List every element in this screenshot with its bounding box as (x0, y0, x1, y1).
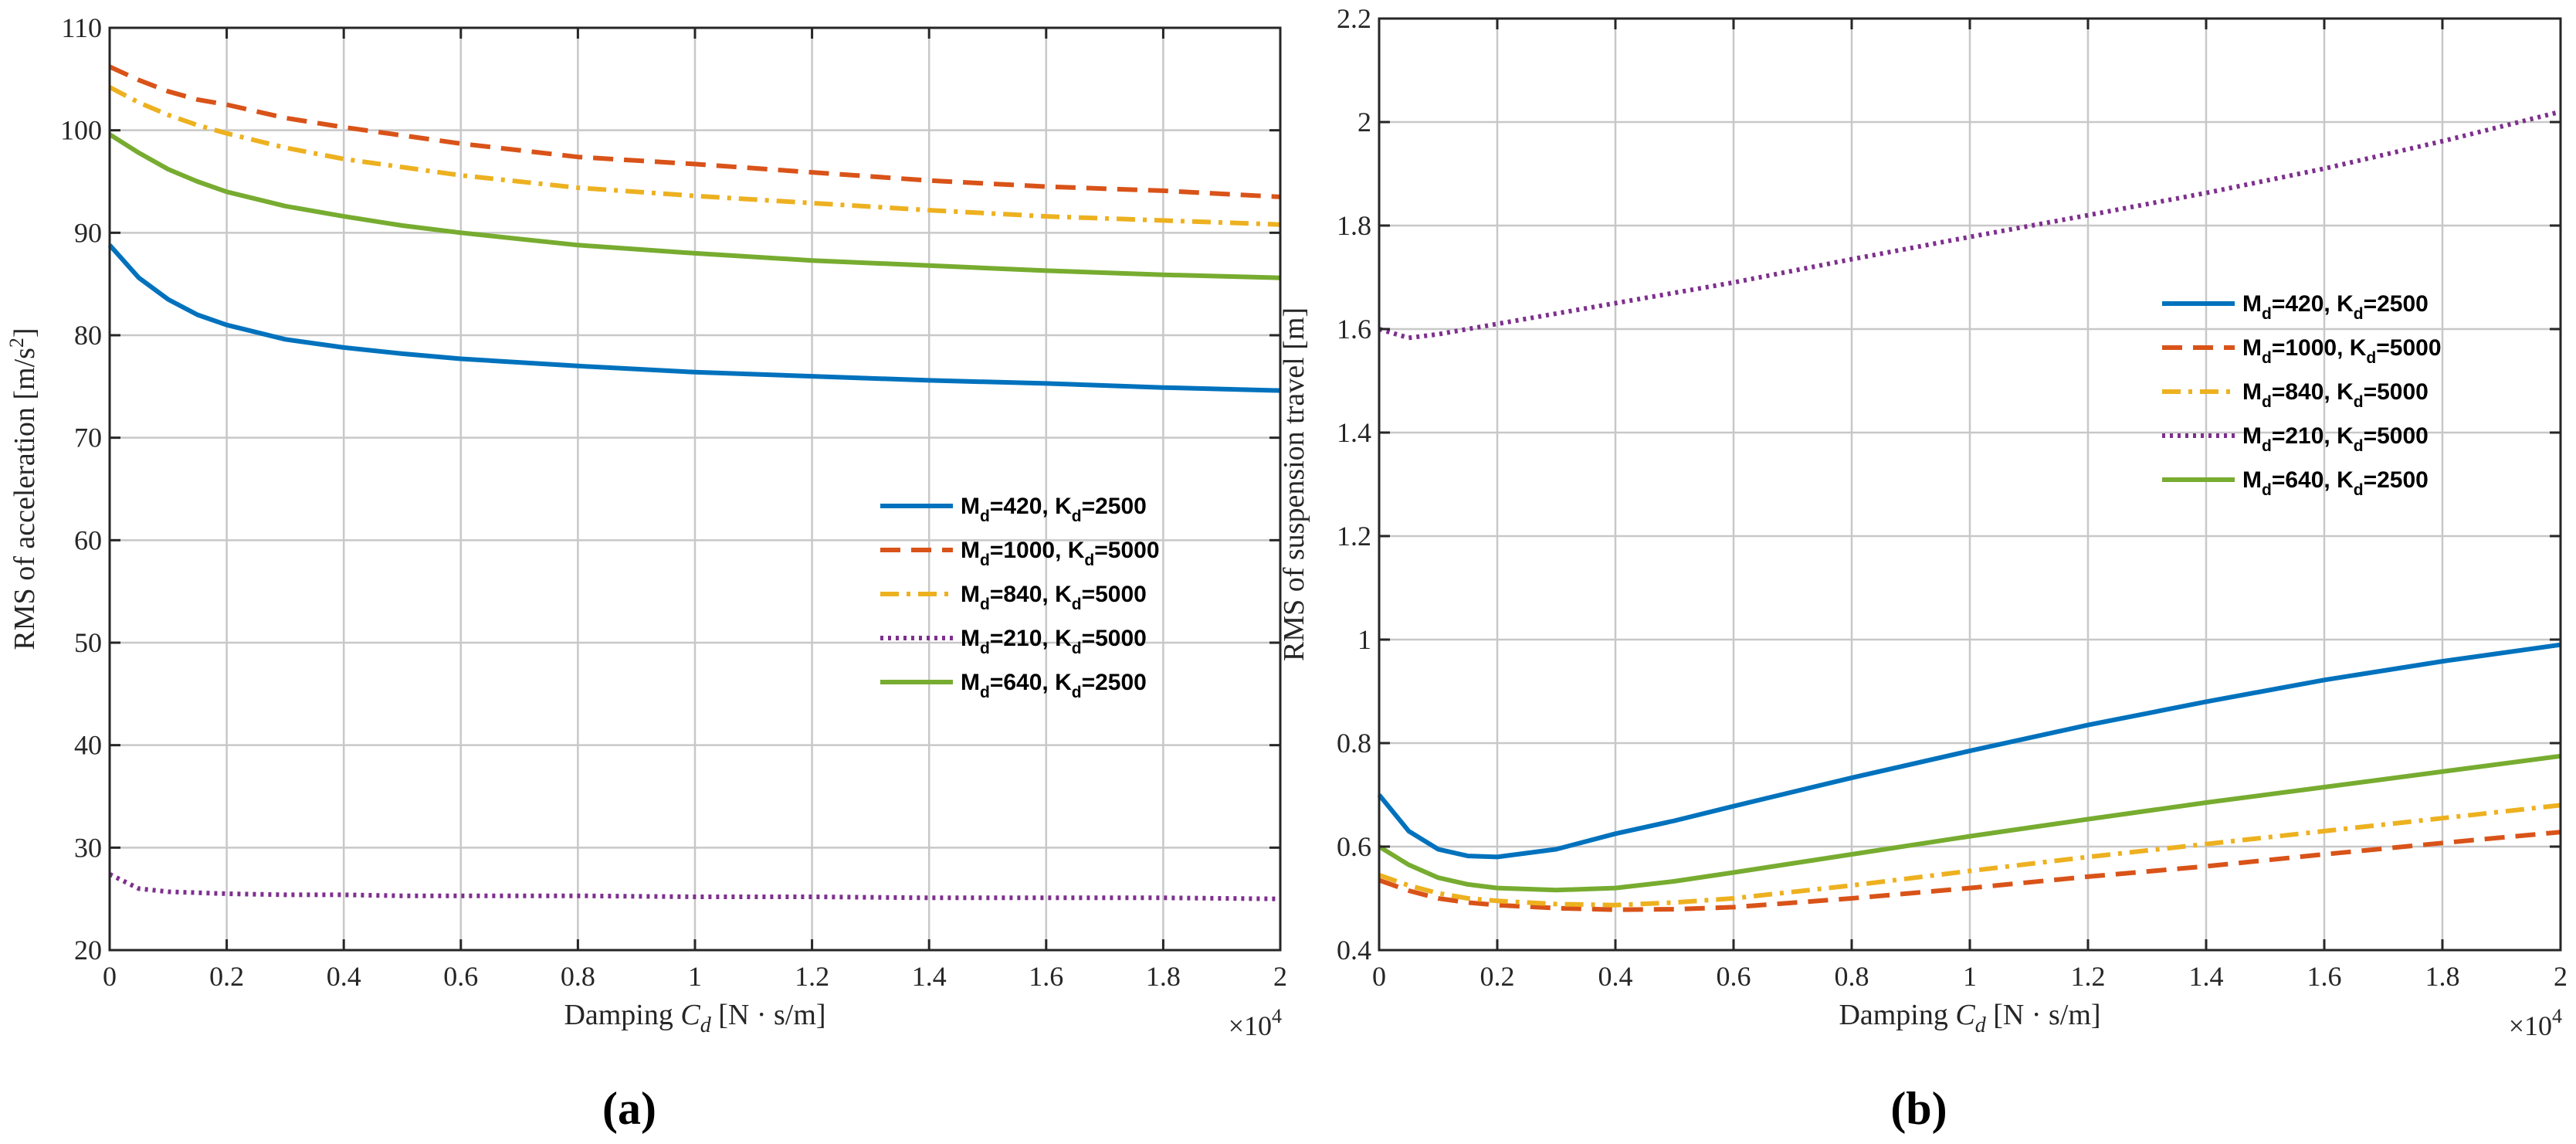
x-axis-label: Damping Cd [N · s/m] (1839, 999, 2100, 1037)
legend-label-3: Md=840, Kd=5000 (2242, 379, 2429, 411)
series-line-3 (108, 85, 1281, 227)
series-line-5 (1378, 753, 2561, 893)
legend-label-4: Md=210, Kd=5000 (2242, 423, 2429, 455)
y-tick-label: 2.2 (1337, 3, 1371, 34)
legend: Md=420, Kd=2500 Md=1000, Kd=5000 Md=840, K… (2162, 291, 2442, 499)
y-tick-label: 2 (1357, 107, 1371, 137)
x-multiplier-label: ×104 (2509, 1005, 2562, 1041)
x-tick-label: 0.6 (1717, 961, 1751, 992)
legend-label-2: Md=1000, Kd=5000 (2242, 335, 2442, 367)
legend: Md=420, Kd=2500 Md=1000, Kd=5000 Md=840, K… (880, 494, 1160, 701)
x-tick-label: 1.6 (2307, 961, 2342, 992)
series-line-1 (107, 243, 1281, 393)
x-tick-label: 0.2 (1480, 961, 1515, 992)
panel-label: (a) (602, 1083, 656, 1134)
y-tick-label: 40 (74, 730, 102, 761)
legend-label-5: Md=640, Kd=2500 (2242, 467, 2429, 499)
series-line-3 (1378, 803, 2561, 908)
y-tick-label: 1 (1357, 624, 1371, 655)
series-line-4 (108, 872, 1281, 901)
panel-label: (b) (1890, 1083, 1947, 1134)
x-tick-label: 0.2 (209, 961, 244, 992)
y-tick-label: 30 (74, 832, 102, 863)
y-tick-label: 100 (60, 115, 102, 146)
legend-label-5: Md=640, Kd=2500 (961, 670, 1147, 701)
legend-label-1: Md=420, Kd=2500 (2242, 291, 2429, 323)
x-tick-label: 0.8 (1835, 961, 1869, 992)
x-tick-label: 1.2 (2071, 961, 2106, 992)
x-tick-label: 1.8 (2425, 961, 2460, 992)
y-tick-label: 20 (74, 935, 102, 966)
y-tick-label: 0.4 (1337, 935, 1371, 966)
y-axis-label: RMS of suspension travel [m] (1278, 307, 1310, 661)
y-tick-label: 70 (74, 423, 102, 453)
x-multiplier-label: ×104 (1229, 1005, 1282, 1041)
x-tick-label: 0.4 (1598, 961, 1633, 992)
x-tick-label: 0.4 (327, 961, 361, 992)
series-line-2 (1378, 830, 2561, 912)
y-tick-label: 1.2 (1337, 521, 1371, 552)
y-tick-label: 0.8 (1337, 728, 1371, 759)
y-tick-label: 0.6 (1337, 831, 1371, 862)
y-tick-label: 90 (74, 217, 102, 248)
series-line-5 (108, 132, 1281, 280)
x-tick-label: 2 (2554, 961, 2568, 992)
series-line-2 (108, 64, 1281, 199)
y-tick-label: 1.4 (1337, 417, 1371, 448)
y-tick-label: 1.8 (1337, 210, 1371, 241)
x-tick-label: 1 (688, 961, 702, 992)
x-tick-label: 1.4 (2189, 961, 2224, 992)
x-tick-label: 1 (1963, 961, 1977, 992)
y-tick-label: 80 (74, 320, 102, 351)
x-tick-label: 1.4 (912, 961, 947, 992)
chart-panel-b: 0 0.2 0.4 0.6 0.8 1 1.2 1.4 1.6 1.8 2 0.4 0.6 0.8 1 1.2… (1278, 3, 2568, 1134)
legend-label-3: Md=840, Kd=5000 (961, 582, 1147, 613)
x-tick-label: 0 (103, 961, 117, 992)
x-tick-label: 0 (1372, 961, 1386, 992)
x-tick-label: 1.6 (1029, 961, 1063, 992)
chart-panel-a: 0 0.2 0.4 0.6 0.8 1 1.2 1.4 1.6 1.8 2 20 30 40 50 60 70 8… (5, 12, 1287, 1134)
x-tick-label: 1.8 (1146, 961, 1181, 992)
series-line-1 (1377, 642, 2561, 860)
x-tick-label: 2 (1273, 961, 1287, 992)
y-tick-label: 50 (74, 627, 102, 658)
x-tick-label: 0.8 (561, 961, 595, 992)
y-axis-label: RMS of acceleration [m/s2] (5, 328, 41, 650)
x-tick-label: 1.2 (795, 961, 829, 992)
legend-label-1: Md=420, Kd=2500 (961, 494, 1147, 525)
legend-label-2: Md=1000, Kd=5000 (961, 538, 1160, 569)
x-tick-label: 0.6 (443, 961, 478, 992)
y-tick-label: 110 (61, 12, 102, 43)
legend-label-4: Md=210, Kd=5000 (961, 626, 1147, 657)
y-tick-label: 1.6 (1337, 314, 1371, 345)
x-axis-label: Damping Cd [N · s/m] (564, 999, 825, 1037)
y-tick-label: 60 (74, 524, 102, 555)
